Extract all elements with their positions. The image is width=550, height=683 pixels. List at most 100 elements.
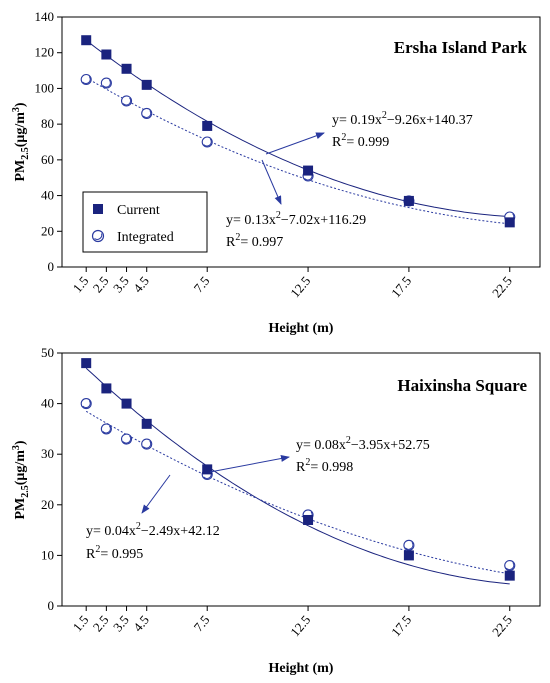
point-current [504, 217, 515, 228]
point-integrated-inner [122, 97, 131, 106]
svg-text:R2= 0.999: R2= 0.999 [332, 132, 389, 150]
y-tick-label: 0 [48, 259, 55, 274]
point-integrated [100, 77, 112, 89]
point-integrated-inner [142, 440, 152, 449]
point-current [141, 79, 152, 90]
x-tick-label: 17.5 [388, 273, 414, 300]
y-tick-label: 30 [41, 446, 54, 461]
y-tick-label: 0 [48, 598, 55, 613]
x-axis-title: Height (m) [269, 321, 334, 336]
point-integrated [80, 398, 92, 410]
svg-text:y= 0.13x2−7.02x+116.29: y= 0.13x2−7.02x+116.29 [226, 210, 366, 228]
point-integrated-inner [82, 76, 91, 84]
svg-text:R2= 0.997: R2= 0.997 [226, 232, 283, 250]
fit-curve-current [85, 367, 510, 585]
equation-integrated: y= 0.13x2−7.02x+116.29 R2= 0.997 [226, 159, 366, 250]
x-tick-label: 2.5 [90, 612, 112, 634]
arrow-integrated [261, 159, 282, 205]
point-integrated [141, 438, 153, 450]
point-integrated [100, 423, 112, 435]
x-tick-label: 7.5 [191, 612, 213, 634]
point-integrated [403, 539, 415, 551]
point-integrated-inner [203, 138, 212, 147]
svg-text:y= 0.04x2−2.49x+42.12: y= 0.04x2−2.49x+42.12 [86, 521, 220, 539]
y-tick-label: 100 [35, 80, 55, 95]
point-current [403, 195, 414, 206]
y-tick-label: 120 [35, 45, 55, 60]
point-integrated [80, 73, 92, 86]
y-axis-title: PM2.5(μg/m3) [11, 102, 31, 181]
x-tick-label: 3.5 [110, 612, 132, 634]
svg-text:R2= 0.995: R2= 0.995 [86, 544, 143, 562]
arrow-current [209, 455, 290, 473]
point-current [202, 120, 213, 131]
x-tick-label: 17.5 [388, 612, 414, 639]
y-tick-label: 40 [41, 396, 54, 411]
point-current [141, 418, 152, 429]
x-tick-label: 12.5 [287, 273, 313, 300]
legend-marker-integrated-inner [94, 233, 103, 240]
x-tick-label: 4.5 [130, 273, 152, 295]
y-tick-label: 140 [35, 9, 55, 24]
point-integrated-inner [405, 541, 414, 550]
equation-current: y= 0.08x2−3.95x+52.75 R2= 0.998 [209, 435, 430, 475]
equation-current: y= 0.19x2−9.26x+140.37 R2= 0.999 [265, 110, 473, 155]
y-axis-title: PM2.5(μg/m3) [11, 440, 31, 519]
x-tick-label: 7.5 [191, 273, 213, 295]
plot-frame [61, 352, 541, 607]
plot-frame [61, 16, 541, 268]
equation-integrated: y= 0.04x2−2.49x+42.12 R2= 0.995 [86, 474, 220, 562]
point-current [101, 49, 112, 60]
y-tick-label: 20 [41, 497, 54, 512]
point-integrated [504, 559, 516, 572]
point-integrated-inner [142, 110, 152, 118]
point-current [81, 35, 92, 46]
x-tick-label: 3.5 [110, 273, 132, 295]
point-current [101, 383, 112, 394]
chart-ersha-island-park: 0 20 40 60 80 100 120 140 1.52.53.54.5 7.5 12.5 17… [11, 9, 541, 336]
x-axis-title: Height (m) [269, 661, 334, 676]
x-tick-label: 4.5 [130, 612, 152, 634]
point-current [121, 398, 132, 409]
x-tick-label: 1.5 [70, 273, 92, 295]
legend: Current Integrated [82, 191, 208, 253]
point-integrated-inner [102, 79, 111, 88]
point-current [403, 550, 414, 561]
point-current [202, 464, 213, 475]
point-current [303, 514, 314, 525]
x-tick-label: 22.5 [489, 273, 515, 300]
svg-text:R2= 0.998: R2= 0.998 [296, 457, 353, 475]
fit-curve-current [85, 40, 510, 218]
legend-label-current: Current [117, 203, 160, 218]
svg-text:y= 0.19x2−9.26x+140.37: y= 0.19x2−9.26x+140.37 [332, 110, 473, 128]
point-integrated [120, 95, 133, 107]
arrow-integrated [141, 474, 171, 514]
point-integrated [201, 136, 213, 148]
point-integrated-inner [82, 400, 91, 409]
point-integrated-inner [122, 435, 131, 444]
y-tick-label: 60 [41, 152, 54, 167]
point-integrated [120, 433, 133, 445]
x-tick-label: 12.5 [287, 612, 313, 639]
point-current [121, 63, 132, 74]
legend-marker-current [93, 204, 103, 214]
x-tick-label: 1.5 [70, 612, 92, 634]
x-tick-label: 2.5 [90, 273, 112, 295]
point-integrated-inner [505, 562, 515, 570]
y-tick-label: 80 [41, 116, 54, 131]
fit-curve-integrated [85, 410, 510, 575]
point-integrated-inner [102, 425, 111, 434]
chart-title: Haixinsha Square [397, 376, 527, 395]
point-current [81, 358, 92, 369]
arrow-current [265, 132, 325, 155]
point-integrated [141, 107, 153, 119]
y-tick-label: 40 [41, 188, 54, 203]
svg-text:y= 0.08x2−3.95x+52.75: y= 0.08x2−3.95x+52.75 [296, 435, 430, 453]
point-current [504, 570, 515, 581]
legend-box [82, 191, 208, 253]
y-tick-label: 10 [41, 547, 54, 562]
y-tick-label: 50 [41, 345, 54, 360]
y-tick-label: 20 [41, 223, 54, 238]
